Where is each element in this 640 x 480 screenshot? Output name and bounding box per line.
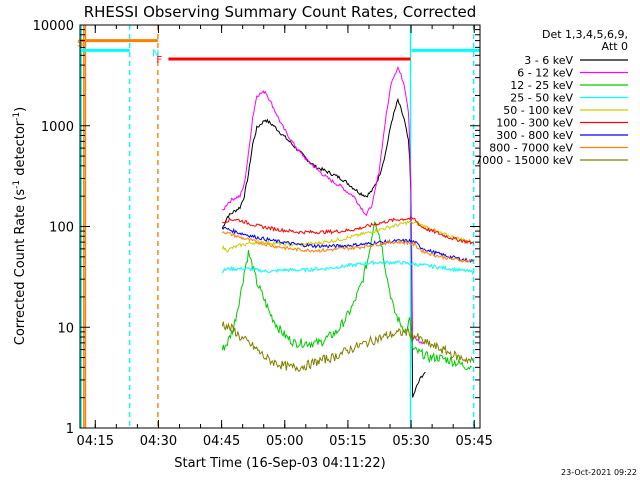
flag-label-2: F xyxy=(156,55,162,66)
legend-header-2: Att 0 xyxy=(602,40,628,53)
y-tick-label-3: 1000 xyxy=(41,120,74,135)
series-line-2 xyxy=(221,221,472,371)
legend-label-0: 3 - 6 keV xyxy=(524,54,573,67)
legend-label-2: 12 - 25 keV xyxy=(510,79,573,92)
legend-label-3: 25 - 50 keV xyxy=(510,92,573,105)
legend-label-5: 100 - 300 keV xyxy=(496,117,573,130)
y-tick-label-0: 1 xyxy=(66,422,74,437)
y-tick-label-4: 10000 xyxy=(33,19,74,34)
series-line-8 xyxy=(221,321,475,373)
x-tick-label-5: 05:30 xyxy=(392,434,429,449)
series-line-7 xyxy=(221,230,474,264)
axes: 04:15 04:30 04:45 05:00 05:15 05:30 05:45 1 10 10… xyxy=(33,19,493,449)
plot-area: SNF xyxy=(77,25,480,428)
x-tick-label-6: 05:45 xyxy=(455,434,492,449)
x-tick-label-4: 05:15 xyxy=(329,434,366,449)
x-tick-label-0: 04:15 xyxy=(77,434,114,449)
series-line-0 xyxy=(221,97,426,398)
x-tick-label-1: 04:30 xyxy=(140,434,177,449)
legend-label-4: 50 - 100 keV xyxy=(503,104,573,117)
series-line-1 xyxy=(222,65,426,345)
legend-label-8: 7000 - 15000 keV xyxy=(475,154,573,167)
series-line-3 xyxy=(221,259,475,275)
series-line-5 xyxy=(221,216,475,245)
legend-label-7: 800 - 7000 keV xyxy=(489,142,573,155)
legend-header-1: Det 1,3,4,5,6,9, xyxy=(542,28,628,41)
y-axis-label: Corrected Count Rate (s-1 detector-1) xyxy=(12,107,28,345)
y-tick-label-1: 10 xyxy=(57,321,74,336)
y-tick-label-2: 100 xyxy=(49,221,74,236)
x-tick-label-3: 05:00 xyxy=(266,434,303,449)
legend-label-1: 6 - 12 keV xyxy=(517,67,573,80)
timestamp-stamp: 23-Oct-2021 09:22 xyxy=(561,468,637,477)
flag-label-1: N xyxy=(152,48,159,59)
x-axis-label: Start Time (16-Sep-03 04:11:22) xyxy=(174,456,385,471)
legend-label-6: 300 - 800 keV xyxy=(496,129,573,142)
x-tick-label-2: 04:45 xyxy=(203,434,240,449)
plot-frame xyxy=(79,24,481,429)
chart-title: RHESSI Observing Summary Count Rates, Co… xyxy=(84,3,477,21)
series-line-6 xyxy=(222,226,474,264)
